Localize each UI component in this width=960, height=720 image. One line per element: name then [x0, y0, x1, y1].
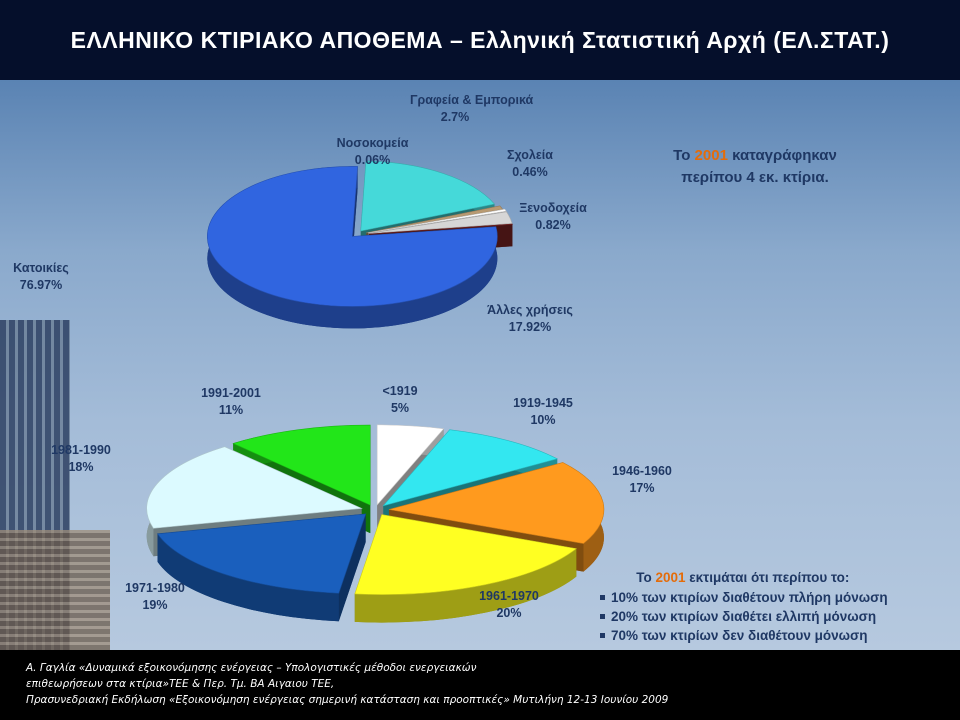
slice-label-1919-1945: 1919-1945 10%	[513, 396, 573, 427]
pie-slice	[368, 211, 513, 234]
note-insulation: Το 2001 εκτιμάται ότι περίπου το: 10% τω…	[598, 568, 888, 645]
bullet-item: 20% των κτιρίων διαθέτει ελλιπή μόνωση	[598, 607, 888, 626]
pie-slice	[360, 160, 496, 232]
bullet-icon	[600, 633, 605, 638]
bullet-item: 10% των κτιρίων διαθέτουν πλήρη μόνωση	[598, 588, 888, 607]
pie-slice-rim	[157, 533, 339, 622]
pie-slice-rim	[354, 548, 577, 623]
bullet-icon	[600, 595, 605, 600]
pie-slice	[388, 462, 605, 544]
slice-label-1919: <1919 5%	[382, 384, 418, 415]
pie-chart-construction-period	[146, 424, 605, 623]
pie-slice	[232, 424, 371, 506]
bullet-icon	[600, 614, 605, 619]
content-panel: Κατοικίες 76.97% Άλλες χρήσεις 17.92% Ξε…	[0, 80, 960, 650]
slice-label-kat: Κατοικίες 76.97%	[13, 261, 69, 292]
pie-chart-building-use	[207, 160, 513, 329]
slice-label-sxoleia: Σχολεία 0.46%	[507, 148, 553, 179]
pie-slice	[382, 429, 558, 507]
slice-label-nosokomeia: Νοσοκομεία 0.06%	[336, 136, 409, 167]
pie-slice	[354, 514, 577, 595]
pie-slice	[368, 208, 507, 234]
slide-title: ΕΛΛΗΝΙΚΟ ΚΤΙΡΙΑΚΟ ΑΠΟΘΕΜΑ – Ελληνική Στα…	[0, 0, 960, 80]
pie-slice	[376, 424, 445, 506]
slice-label-1991-2001: 1991-2001 11%	[201, 386, 261, 417]
slice-label-alles: Άλλες χρήσεις 17.92%	[487, 303, 573, 334]
building-photo-bottom	[0, 530, 110, 650]
slice-label-grafeia: Γραφεία & Εμπορικά 2.7%	[410, 93, 534, 124]
slice-label-xenodoxeia: Ξενοδοχεία 0.82%	[519, 201, 587, 232]
charts-canvas	[146, 160, 605, 623]
pie-slice	[368, 223, 513, 235]
pie-slice	[207, 166, 498, 307]
bullet-item: 70% των κτιρίων δεν διαθέτουν μόνωση	[598, 626, 888, 645]
slice-label-1961-1970: 1961-1970 20%	[479, 589, 539, 620]
slice-label-1946-1960: 1946-1960 17%	[612, 464, 672, 495]
pie-slice	[146, 446, 363, 529]
slice-label-1971-1980: 1971-1980 19%	[125, 581, 185, 612]
slice-label-1981-1990: 1981-1990 18%	[51, 443, 111, 474]
pie-slice	[156, 513, 367, 594]
note-buildings-count: Το 2001 καταγράφηκαν περίπου 4 εκ. κτίρι…	[673, 147, 837, 186]
footer-citation: Α. Γαγλία «Δυναμικά εξοικονόμησης ενέργε…	[0, 650, 960, 720]
